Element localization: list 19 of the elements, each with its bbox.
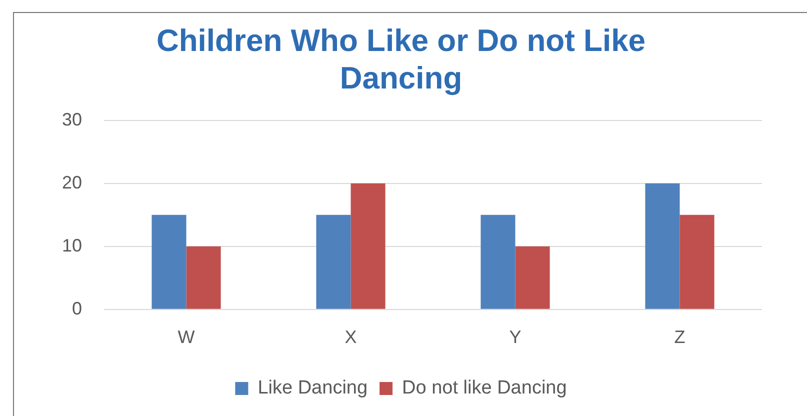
bar	[316, 214, 351, 309]
bar	[152, 214, 186, 309]
x-tick-label: W	[178, 327, 195, 348]
bar	[480, 214, 516, 309]
bar	[186, 246, 221, 309]
y-tick-label: 30	[62, 109, 82, 130]
x-tick-label: Y	[509, 327, 522, 348]
legend-label: Do not like Dancing	[402, 378, 567, 399]
y-tick-label: 10	[62, 235, 82, 256]
x-tick-label: Z	[674, 327, 686, 348]
bar	[645, 183, 680, 309]
bar	[350, 183, 386, 309]
legend-label: Like Dancing	[258, 378, 368, 399]
bar	[515, 246, 550, 309]
y-tick-label: 20	[62, 172, 82, 192]
bar	[680, 214, 714, 309]
chart-title: Children Who Like or Do not Like Dancing	[156, 23, 646, 96]
y-tick-label: 0	[72, 298, 82, 318]
x-tick-label: X	[344, 327, 357, 348]
